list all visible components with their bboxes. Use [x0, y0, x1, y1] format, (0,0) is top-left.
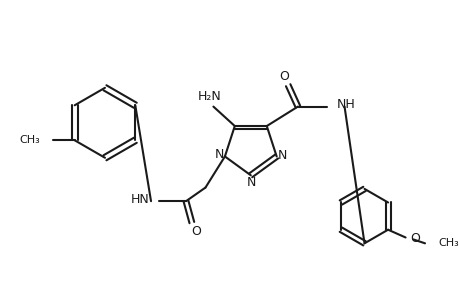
Text: O: O — [279, 70, 289, 83]
Text: N: N — [214, 148, 223, 161]
Text: O: O — [409, 232, 420, 245]
Text: HN: HN — [130, 193, 149, 206]
Text: H₂N: H₂N — [197, 90, 221, 104]
Text: N: N — [246, 176, 256, 189]
Text: NH: NH — [336, 98, 355, 111]
Text: N: N — [277, 149, 286, 162]
Text: O: O — [190, 225, 200, 238]
Text: CH₃: CH₃ — [438, 238, 459, 248]
Text: CH₃: CH₃ — [19, 135, 39, 145]
